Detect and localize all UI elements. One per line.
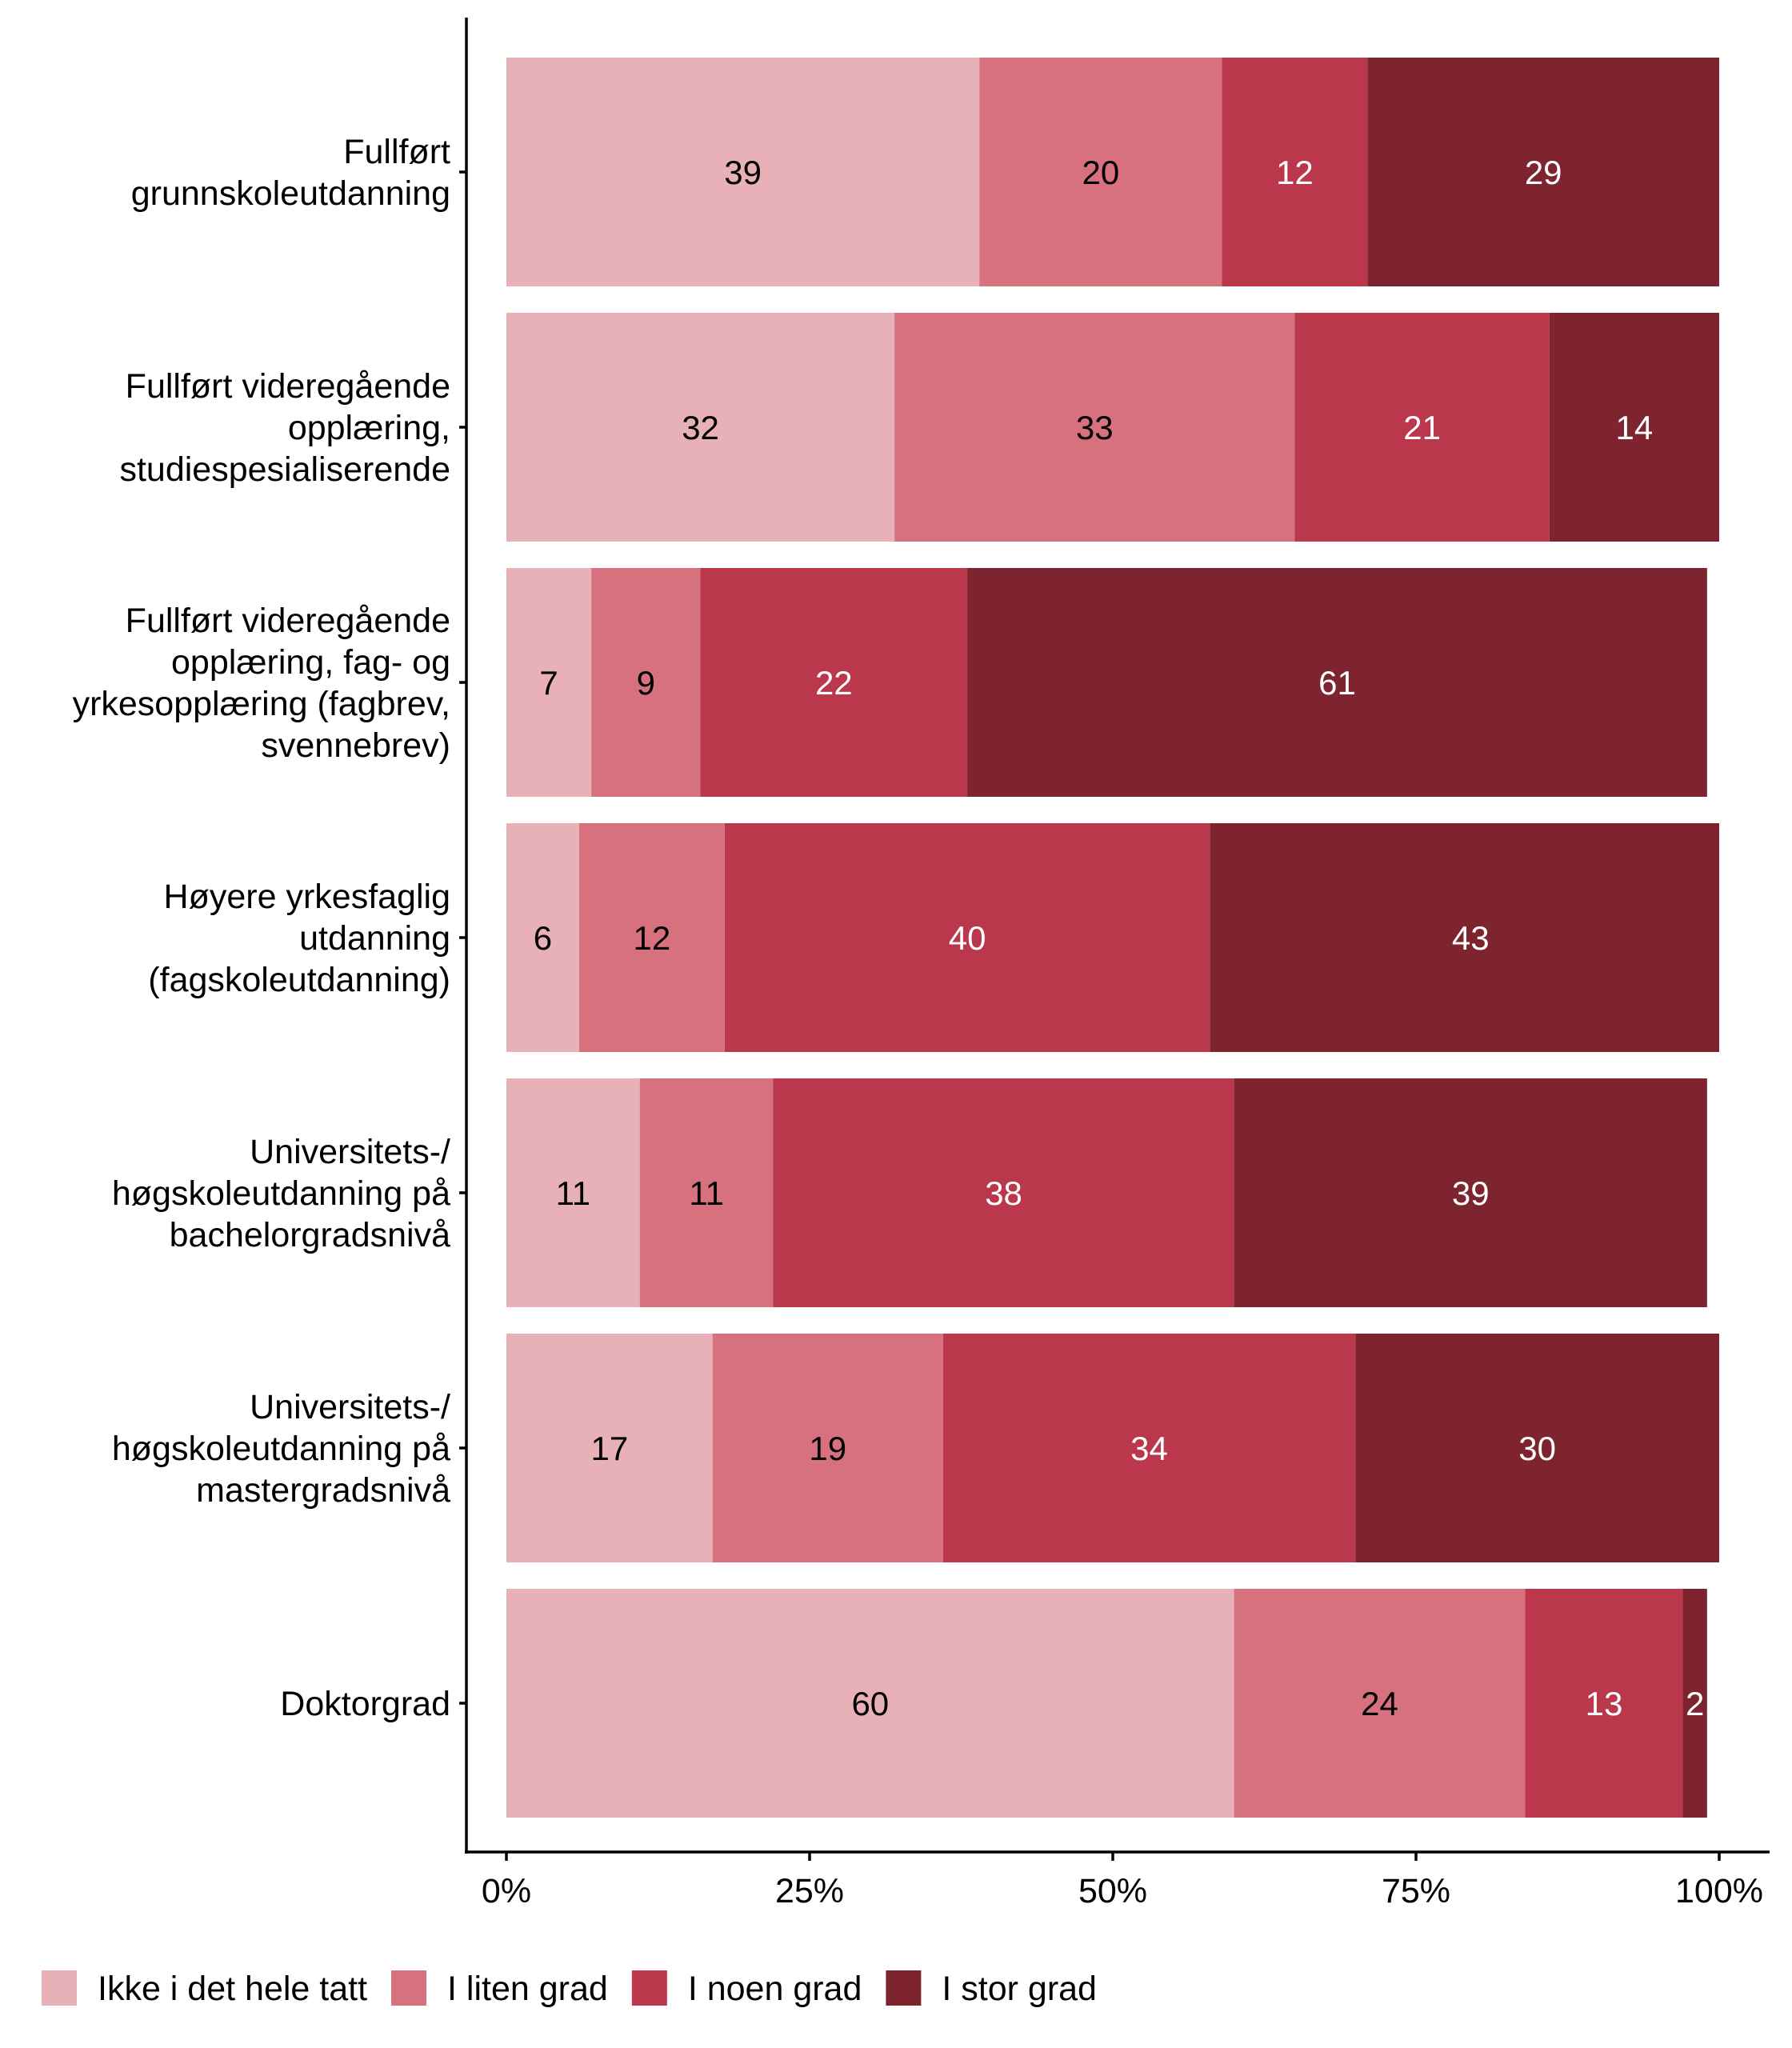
data-label: 12 <box>1276 154 1314 191</box>
bar-segment-ikke-i-det-hele-tatt-row-2 <box>506 313 895 542</box>
category-label: Fullført grunnskoleutdanning <box>131 133 450 213</box>
data-label: 14 <box>1616 409 1654 446</box>
legend-label: I liten grad <box>447 1970 608 2008</box>
data-label: 9 <box>637 664 655 702</box>
legend-key <box>886 1970 922 2006</box>
data-label: 43 <box>1452 919 1490 957</box>
bar-segment-i-stor-grad-row-6 <box>1355 1334 1719 1562</box>
data-label: 29 <box>1525 154 1562 191</box>
data-label: 33 <box>1076 409 1114 446</box>
bars-layer: 39 20 12 29 32 33 21 14 7 9 22 61 6 12 40 43 11 11 38 39 17 1… <box>506 58 1719 1818</box>
data-label: 2 <box>1686 1685 1704 1722</box>
data-label: 7 <box>539 664 558 702</box>
bar-segment-i-noen-grad-row-5 <box>773 1078 1234 1307</box>
bar-segment-i-stor-grad-row-5 <box>1234 1078 1707 1307</box>
bar-segment-ikke-i-det-hele-tatt-row-6 <box>506 1334 713 1562</box>
bar-segment-i-liten-grad-row-5 <box>639 1078 774 1307</box>
data-label: 34 <box>1130 1430 1168 1467</box>
category-label: Høyere yrkesfaglig utdanning (fagskoleutda… <box>148 878 450 999</box>
bar-segment-i-liten-grad-row-7 <box>1234 1589 1526 1818</box>
data-label: 22 <box>815 664 853 702</box>
bar-segment-ikke-i-det-hele-tatt-row-4 <box>506 823 579 1052</box>
legend-label: I noen grad <box>688 1970 862 2008</box>
data-label: 6 <box>534 919 552 957</box>
data-label: 39 <box>1452 1174 1490 1212</box>
bar-segment-i-stor-grad-row-2 <box>1549 313 1719 542</box>
bar-segment-ikke-i-det-hele-tatt-row-1 <box>506 58 980 286</box>
data-label: 17 <box>591 1430 629 1467</box>
bar-segment-i-stor-grad-row-3 <box>967 568 1707 797</box>
data-label: 61 <box>1318 664 1356 702</box>
bar-segment-ikke-i-det-hele-tatt-row-5 <box>506 1078 640 1307</box>
x-tick-label: 25% <box>775 1872 844 1910</box>
data-label: 32 <box>682 409 719 446</box>
data-label: 38 <box>985 1174 1022 1212</box>
x-tick-label: 75% <box>1382 1872 1450 1910</box>
legend: Ikke i det hele tatt I liten grad I noen g… <box>42 1970 1097 2008</box>
bar-segment-ikke-i-det-hele-tatt-row-7 <box>506 1589 1234 1818</box>
data-label: 60 <box>851 1685 889 1722</box>
x-tick-label: 100% <box>1675 1872 1763 1910</box>
data-label: 11 <box>689 1174 724 1212</box>
category-label: Universitets-/høgskoleutdanning på bachel… <box>112 1133 450 1254</box>
bar-segment-i-noen-grad-row-1 <box>1222 58 1368 286</box>
bar-segment-i-stor-grad-row-4 <box>1210 823 1719 1052</box>
x-axis: 0% 25% 50% 75% 100% <box>465 1850 1770 1910</box>
data-label: 11 <box>556 1174 591 1212</box>
category-label: Doktorgrad <box>280 1685 450 1723</box>
x-tick-label: 0% <box>482 1872 531 1910</box>
data-label: 19 <box>809 1430 846 1467</box>
y-axis: Fullført grunnskoleutdanning Fullført vide… <box>73 18 468 1854</box>
data-label: 24 <box>1361 1685 1398 1722</box>
bar-segment-i-liten-grad-row-4 <box>578 823 725 1052</box>
legend-key <box>42 1970 77 2006</box>
bar-segment-i-liten-grad-row-1 <box>979 58 1222 286</box>
data-label: 30 <box>1518 1430 1556 1467</box>
category-label: Universitets-/høgskoleutdanning på master… <box>112 1388 450 1510</box>
data-label: 40 <box>949 919 986 957</box>
data-label: 12 <box>634 919 671 957</box>
legend-key <box>631 1970 667 2006</box>
legend-label: I stor grad <box>942 1970 1097 2008</box>
bar-segment-i-noen-grad-row-6 <box>942 1334 1356 1562</box>
category-label: Fullført videregående opplæring, fag- og y… <box>73 602 450 765</box>
bar-segment-ikke-i-det-hele-tatt-row-3 <box>506 568 592 797</box>
bar-segment-i-noen-grad-row-2 <box>1294 313 1550 542</box>
bar-segment-i-liten-grad-row-2 <box>894 313 1295 542</box>
bar-segment-i-stor-grad-row-1 <box>1367 58 1719 286</box>
category-label: Fullført videregående opplæring, studiespe… <box>119 367 450 489</box>
bar-segment-i-noen-grad-row-7 <box>1525 1589 1683 1818</box>
data-label: 20 <box>1082 154 1119 191</box>
data-label: 39 <box>724 154 762 191</box>
bar-segment-i-stor-grad-row-7 <box>1682 1589 1707 1818</box>
data-label: 13 <box>1586 1685 1623 1722</box>
legend-key <box>391 1970 427 2006</box>
legend-label: Ikke i det hele tatt <box>98 1970 367 2008</box>
bar-segment-i-noen-grad-row-3 <box>700 568 968 797</box>
bar-segment-i-liten-grad-row-6 <box>712 1334 943 1562</box>
data-label: 21 <box>1403 409 1441 446</box>
bar-segment-i-noen-grad-row-4 <box>724 823 1210 1052</box>
bar-segment-i-liten-grad-row-3 <box>591 568 701 797</box>
x-tick-label: 50% <box>1078 1872 1147 1910</box>
